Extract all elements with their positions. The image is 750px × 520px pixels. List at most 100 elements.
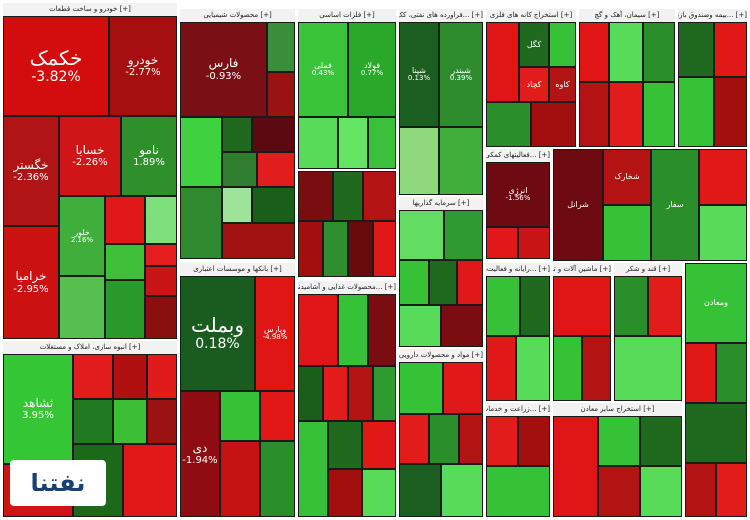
tile[interactable] xyxy=(643,82,675,147)
tile[interactable] xyxy=(220,391,260,441)
tile[interactable] xyxy=(267,22,295,72)
tile[interactable] xyxy=(220,441,260,517)
tile-fameli[interactable]: فملی 0.43% xyxy=(298,22,348,117)
tile-dey[interactable]: دی -1.94% xyxy=(180,391,220,517)
sector-agriculture[interactable]: [+] ...زراعت و خدمات وابسته xyxy=(485,402,551,518)
sector-oil[interactable]: [+] ...فراورده های نفتی، کک و سوخت ه شپن… xyxy=(398,8,484,196)
tile[interactable] xyxy=(648,276,682,336)
sector-right-lower[interactable]: ومعادن xyxy=(684,262,748,518)
tile[interactable] xyxy=(260,441,295,517)
tile[interactable] xyxy=(518,227,550,259)
tile-dana[interactable]: شرانل xyxy=(553,149,603,261)
tile[interactable] xyxy=(298,366,323,421)
tile[interactable] xyxy=(443,362,483,414)
sector-chemicals[interactable]: [+] محصولات شیمیایی فارس -0.93% xyxy=(179,8,296,260)
sector-other-mines[interactable]: [+] استخراج سایر معادن xyxy=(552,402,683,518)
tile[interactable] xyxy=(439,127,483,195)
tile[interactable] xyxy=(73,399,113,444)
sector-machinery[interactable]: [+] ماشین آلات و تجهیزات xyxy=(552,262,612,402)
tile[interactable] xyxy=(252,187,295,223)
tile[interactable] xyxy=(267,72,295,117)
tile[interactable] xyxy=(222,187,252,223)
tile-saragh[interactable]: سفار xyxy=(651,149,699,261)
sector-computing[interactable]: [+] ...رایانه و فعالیت‌های وابس xyxy=(485,262,551,402)
tile[interactable] xyxy=(399,414,429,464)
tile[interactable] xyxy=(399,305,441,347)
tile[interactable] xyxy=(579,22,609,82)
tile-khodro[interactable]: خودرو -2.77% xyxy=(109,16,177,116)
sector-banks[interactable]: [+] بانکها و موسسات اعتباری وبملت 0.18% … xyxy=(179,262,296,518)
tile[interactable] xyxy=(252,117,295,152)
tile[interactable] xyxy=(298,294,338,366)
tile[interactable] xyxy=(441,305,483,347)
tile-fars[interactable]: فارس -0.93% xyxy=(180,22,267,117)
tile[interactable] xyxy=(486,276,520,336)
tile[interactable] xyxy=(678,22,714,77)
tile[interactable] xyxy=(640,466,682,517)
tile[interactable] xyxy=(338,294,368,366)
tile-khekmak[interactable]: خکمک -3.82% xyxy=(3,16,109,116)
tile[interactable] xyxy=(678,77,714,147)
tile[interactable] xyxy=(145,196,177,244)
tile[interactable] xyxy=(113,354,147,399)
tile[interactable] xyxy=(147,354,177,399)
tile[interactable] xyxy=(553,336,582,401)
tile[interactable] xyxy=(105,196,145,244)
tile[interactable] xyxy=(399,260,429,305)
tile[interactable] xyxy=(579,82,609,147)
tile[interactable] xyxy=(441,464,483,517)
tile[interactable] xyxy=(582,336,611,401)
tile[interactable] xyxy=(399,210,444,260)
tile[interactable] xyxy=(716,343,747,403)
tile[interactable] xyxy=(486,336,516,401)
tile[interactable] xyxy=(486,22,519,102)
tile[interactable] xyxy=(614,336,682,401)
tile-shepna[interactable]: شپنا 0.13% xyxy=(399,22,439,127)
tile[interactable] xyxy=(553,416,598,517)
tile[interactable] xyxy=(640,416,682,466)
tile[interactable] xyxy=(609,22,643,82)
tile-vebmellat[interactable]: وبملت 0.18% xyxy=(180,276,255,391)
sector-misc[interactable]: شرانل شخارک سفار xyxy=(552,148,748,262)
tile[interactable] xyxy=(598,466,640,517)
sector-metal-ores[interactable]: [+] استخراج کانه های فلزی کگل کچاد کاوه xyxy=(485,8,577,148)
tile[interactable] xyxy=(298,117,338,169)
tile[interactable] xyxy=(486,227,518,259)
tile[interactable] xyxy=(145,244,177,266)
tile-vepars[interactable]: وپارس -4.98% xyxy=(255,276,295,391)
sector-cement[interactable]: [+] سیمان، آهک و گچ xyxy=(578,8,676,148)
tile[interactable] xyxy=(298,171,333,221)
tile[interactable] xyxy=(105,280,145,339)
tile[interactable] xyxy=(73,354,113,399)
tile[interactable] xyxy=(222,152,257,187)
tile[interactable] xyxy=(373,366,396,421)
tile[interactable] xyxy=(516,336,550,401)
tile[interactable] xyxy=(298,421,328,517)
tile[interactable] xyxy=(348,366,373,421)
tile-khlor[interactable]: خلور 2.16% xyxy=(59,196,105,276)
tile[interactable] xyxy=(699,205,747,261)
tile[interactable] xyxy=(609,82,643,147)
tile[interactable] xyxy=(399,464,441,517)
sector-investments[interactable]: [+] سرمایه گذاریها xyxy=(398,196,484,348)
sector-food[interactable]: [+] ...محصولات غذایی و آشامیدنی به جز قن… xyxy=(297,280,397,518)
tile[interactable] xyxy=(105,244,145,280)
tile[interactable] xyxy=(333,171,363,221)
tile[interactable] xyxy=(685,463,716,517)
tile[interactable] xyxy=(614,276,648,336)
tile[interactable] xyxy=(328,469,362,517)
tile-zagros[interactable]: ومعادن xyxy=(685,263,747,343)
tile-khsapa[interactable]: خسایا -2.26% xyxy=(59,116,121,196)
sector-auto[interactable]: [+] خودرو و ساخت قطعات خکمک -3.82% خودرو… xyxy=(2,2,178,340)
tile[interactable] xyxy=(260,391,295,441)
tile[interactable] xyxy=(714,22,747,77)
sector-sugar[interactable]: [+] قند و شکر xyxy=(613,262,683,402)
tile[interactable] xyxy=(531,102,576,147)
tile[interactable] xyxy=(486,102,531,147)
tile[interactable] xyxy=(685,343,716,403)
tile[interactable] xyxy=(145,296,177,339)
tile[interactable] xyxy=(323,221,348,277)
tile[interactable] xyxy=(598,416,640,466)
tile[interactable] xyxy=(373,221,396,277)
tile[interactable] xyxy=(457,260,483,305)
